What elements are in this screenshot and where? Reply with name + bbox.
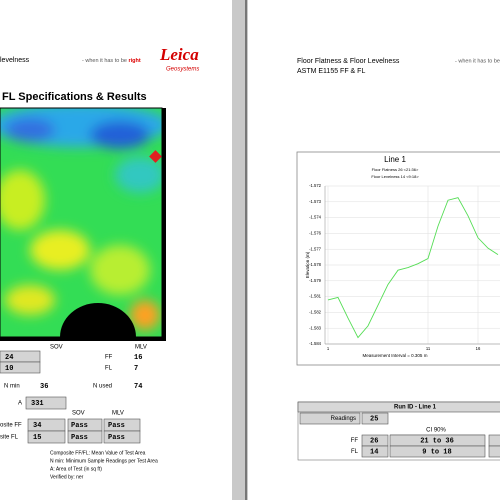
- label: SOV: [72, 411, 85, 417]
- data-line: [327, 197, 499, 339]
- value: 331: [31, 400, 44, 408]
- y-axis-label: Elevation (m): [305, 251, 310, 278]
- y-tick-label: -1.582: [309, 310, 322, 315]
- divider: [245, 0, 247, 500]
- label: osite FF: [0, 423, 22, 429]
- y-tick-label: -1.584: [309, 341, 322, 346]
- tagline: - when it has to be right: [82, 58, 141, 64]
- cell: [103, 430, 141, 444]
- label: FF: [105, 355, 113, 361]
- table-title: Run ID - Line 1: [394, 405, 437, 411]
- cell: [0, 361, 41, 374]
- logo-sub: Geosystems: [166, 67, 199, 73]
- cell: [27, 430, 66, 444]
- chart-title: Line 1: [384, 155, 406, 164]
- value: 21 to 36: [420, 437, 454, 445]
- page-gap: [232, 0, 248, 500]
- value: 24: [5, 354, 13, 362]
- x-tick-label: 11: [426, 346, 431, 351]
- note: Composite FF/FL: Mean Value of Test Area: [50, 450, 146, 456]
- heatmap-shadow: [162, 108, 166, 341]
- cell: [67, 430, 103, 444]
- label: Readings: [331, 416, 356, 422]
- value: 15: [33, 434, 41, 442]
- label: N used: [93, 384, 112, 390]
- label: FL: [351, 449, 359, 455]
- tagline-text: - when it has to be: [82, 58, 127, 64]
- x-axis-label: Measurement Interval = 0.305 m: [363, 353, 428, 358]
- cell: [361, 412, 389, 425]
- chart-subtitle: Floor Levelness 14 <9:18>: [371, 174, 419, 179]
- value: Pass: [71, 434, 88, 442]
- x-tick-label: 1: [327, 346, 330, 351]
- value: 10: [5, 365, 13, 373]
- tagline: - when it has to be: [455, 58, 500, 64]
- value: Pass: [71, 422, 88, 430]
- x-tick-label: 16: [476, 346, 481, 351]
- logo: Leica: [159, 45, 199, 64]
- marker: [149, 150, 162, 163]
- cell: [299, 412, 361, 425]
- value: 34: [33, 422, 41, 430]
- cell: [361, 445, 389, 458]
- heatmap-shadow: [0, 337, 166, 341]
- y-tick-label: -1.583: [309, 325, 322, 330]
- header: Floor Flatness & Floor Levelness: [297, 58, 400, 65]
- y-tick-label: -1.577: [309, 246, 322, 251]
- y-tick-label: -1.573: [309, 199, 322, 204]
- label: MLV: [112, 411, 124, 417]
- cell: [488, 434, 500, 447]
- run-table: Run ID - Line 1 Readings 25 CI 90% FF 26 21 to…: [297, 401, 500, 461]
- label: FL: [105, 366, 113, 372]
- value: 36: [40, 383, 48, 391]
- label: FF: [351, 438, 359, 444]
- chart-subtitle: Floor Flatness 26 <21:36>: [372, 167, 419, 172]
- header: levelness: [0, 57, 30, 64]
- cell: [488, 445, 500, 458]
- y-tick-label: -1.579: [309, 278, 322, 283]
- composite-table: osite FF 34 Pass Pass site FL 15 Pass Pass: [0, 418, 141, 444]
- label: MLV: [135, 345, 147, 351]
- y-tick-label: -1.578: [309, 262, 322, 267]
- label: SOV: [50, 345, 63, 351]
- chart-frame: [296, 151, 500, 366]
- label: site FL: [0, 435, 19, 441]
- value: 74: [134, 383, 142, 391]
- notes: Composite FF/FL: Mean Value of Test Area…: [50, 450, 158, 480]
- y-tick-label: -1.574: [309, 215, 322, 220]
- heatmap: [0, 108, 162, 337]
- value: 14: [370, 448, 378, 456]
- table-header: [297, 401, 500, 413]
- note: N min: Minimum Sample Readings per Test …: [50, 458, 158, 464]
- y-tick-label: -1.581: [309, 294, 322, 299]
- value: 26: [370, 437, 378, 445]
- value: Pass: [108, 434, 125, 442]
- value: 16: [134, 354, 142, 362]
- tagline-emph: right: [128, 58, 140, 64]
- value: 7: [134, 365, 138, 373]
- note: Verified by: ner: [50, 474, 84, 480]
- header: ASTM E1155 FF & FL: [297, 68, 365, 75]
- page-title: FL Specifications & Results: [2, 91, 147, 103]
- label: N min: [4, 384, 20, 390]
- value: Pass: [108, 422, 125, 430]
- y-tick-label: -1.576: [309, 231, 322, 236]
- chart: Line 1 Floor Flatness 26 <21:36> Floor Lev…: [305, 155, 500, 358]
- note: A: Area of Test (in sq ft): [50, 466, 102, 472]
- y-tick-label: -1.572: [309, 183, 322, 188]
- value: 25: [370, 415, 378, 423]
- cell: [25, 396, 67, 410]
- cell: [389, 445, 486, 458]
- label: A: [18, 401, 22, 407]
- label: CI 90%: [426, 428, 446, 434]
- value: 9 to 18: [422, 448, 451, 456]
